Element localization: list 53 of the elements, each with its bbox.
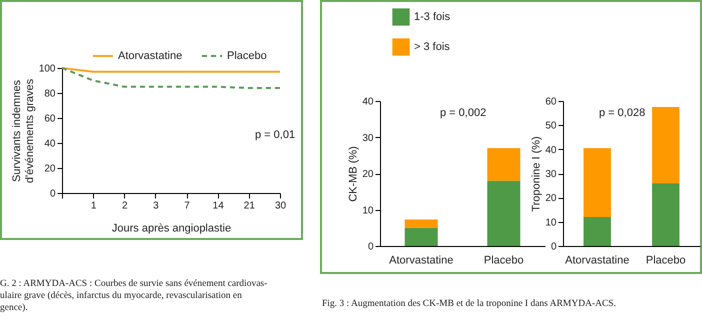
x-tick-label: Atorvastatine — [389, 254, 454, 266]
y-tick-label: 100 — [38, 64, 56, 74]
x-tick-label: 1 — [90, 200, 97, 212]
annotation: p = 0,028 — [599, 107, 646, 119]
x-tick-label: 21 — [244, 200, 256, 212]
x-tick-label: Atorvastatine — [565, 254, 630, 266]
y-tick-label: 10 — [545, 217, 557, 228]
x-tick-label: Placebo — [484, 254, 524, 266]
annotation: p = 0,01 — [255, 129, 296, 141]
bar — [487, 148, 520, 181]
line-series — [61, 67, 281, 89]
y-tick-label: 30 — [545, 169, 557, 180]
bar — [652, 183, 680, 246]
bar — [584, 148, 611, 217]
y-tick-label: 80 — [44, 88, 56, 100]
y-tick-label: 40 — [44, 138, 56, 150]
legend-label: Placebo — [227, 50, 267, 62]
y-tick-label: 0 — [550, 242, 557, 252]
bar — [487, 180, 520, 246]
x-tick-label: 3 — [153, 200, 160, 212]
y-tick-label: 60 — [545, 96, 557, 108]
caption: Fig. 3 : Augmentation des CK-MB et de la troponine I dans ARMYDA-ACS. — [322, 298, 616, 310]
x-tick-label: 2 — [122, 200, 128, 212]
y-axis-title: CK-MB (%) — [347, 146, 360, 202]
bar — [404, 228, 438, 246]
text: ulaire grave (décès, infarctus du myocarde, revascularisation en — [0, 291, 242, 301]
y-tick-label: 10 — [362, 205, 374, 216]
y-tick-label: 50 — [545, 120, 557, 132]
y-tick-label: 0 — [50, 188, 56, 200]
y-tick-label: 60 — [44, 114, 56, 124]
text: G. 2 : ARMYDA-ACS : Courbes de survie sans événement cardiovas- — [0, 279, 268, 289]
x-tick-label: 14 — [212, 200, 224, 212]
legend-label: Atorvastatine — [118, 50, 182, 62]
y-tick-label: 0 — [368, 242, 374, 252]
bar — [584, 217, 611, 246]
y-axis-title: Troponine I (%) — [530, 136, 542, 212]
x-tick-label: 7 — [184, 200, 190, 212]
y-tick-label: 20 — [362, 169, 374, 180]
bar — [652, 107, 680, 184]
y-tick-label: 40 — [545, 144, 557, 156]
y-tick-label: 20 — [545, 193, 557, 204]
y-tick-label: 20 — [44, 164, 56, 174]
x-tick-label: Placebo — [646, 254, 686, 266]
y-axis-title: Survivants indemnes d'événements graves — [10, 78, 36, 184]
y-tick-label: 40 — [362, 96, 374, 108]
legend-label: > 3 fois — [414, 41, 450, 53]
bar — [404, 220, 438, 228]
annotation: p = 0,002 — [440, 107, 486, 119]
text: gence). — [0, 303, 28, 313]
x-tick-label: 30 — [274, 200, 286, 212]
y-tick-label: 30 — [362, 132, 374, 144]
x-axis-title: Jours après angioplastie — [112, 222, 232, 234]
legend-label: 1-3 fois — [414, 11, 451, 23]
